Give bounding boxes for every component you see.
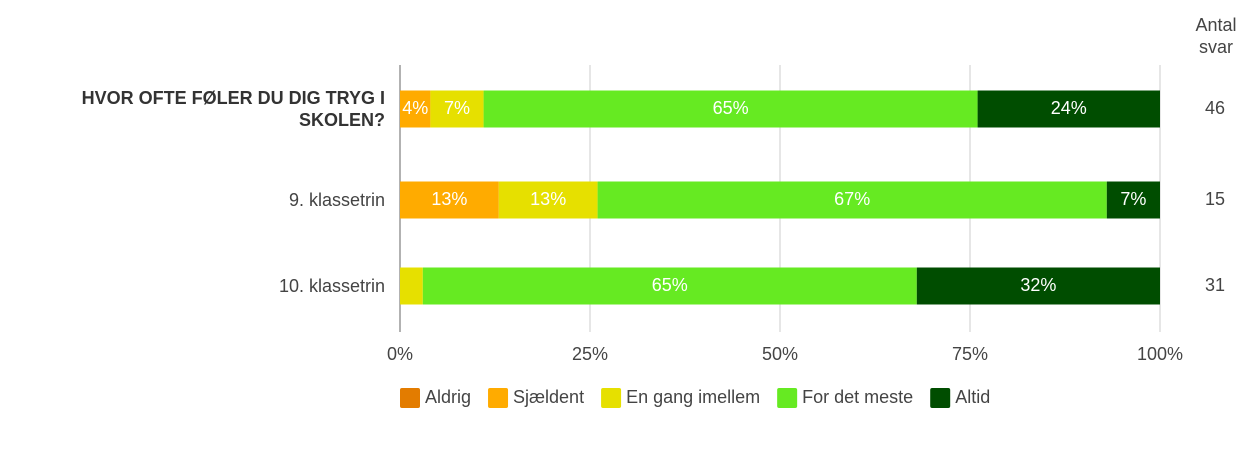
bar-segment: [977, 90, 1160, 128]
bar-segment: [1106, 181, 1160, 219]
legend-swatch: [777, 388, 798, 408]
legend-item: For det meste: [777, 387, 913, 408]
legend-label: Aldrig: [425, 387, 471, 407]
legend-label: En gang imellem: [626, 387, 760, 407]
bar-segment: [916, 267, 1160, 305]
legend-swatch: [930, 388, 951, 408]
category-label-box: 9. klassetrin: [288, 190, 385, 210]
category-label: 10. klassetrin: [278, 276, 385, 296]
legend-swatch: [400, 388, 420, 408]
category-label: HVOR OFTE FØLER DU DIG TRYG I SKOLEN?: [81, 88, 385, 130]
legend-item: Aldrig: [400, 387, 471, 408]
data-label: 65%: [652, 275, 688, 295]
x-tick-label: 75%: [952, 344, 988, 364]
data-label: 24%: [1051, 98, 1087, 118]
category-label-box: HVOR OFTE FØLER DU DIG TRYG I SKOLEN?: [81, 88, 385, 130]
bar-segment: [400, 181, 499, 219]
legend-label: Sjældent: [513, 387, 584, 407]
respondent-count: 15: [1205, 189, 1225, 209]
x-tick-label: 100%: [1137, 344, 1183, 364]
data-label: 65%: [713, 98, 749, 118]
bar-segment: [400, 267, 423, 305]
data-label: 13%: [431, 189, 467, 209]
x-tick-label: 0%: [387, 344, 413, 364]
respondents-title-box: Antal svar: [1195, 15, 1237, 57]
respondents-title: Antal svar: [1195, 15, 1237, 57]
data-label: 13%: [530, 189, 566, 209]
legend-item: Sjældent: [488, 387, 584, 408]
data-label: 4%: [402, 98, 428, 118]
legend-swatch: [601, 388, 622, 408]
legend-item: Altid: [930, 387, 990, 408]
bar-segment: [498, 181, 598, 219]
x-tick-label: 25%: [572, 344, 608, 364]
data-label: 7%: [444, 98, 470, 118]
category-label-box: 10. klassetrin: [278, 276, 385, 296]
bar-segment: [430, 90, 484, 128]
legend-item: En gang imellem: [601, 387, 760, 408]
respondent-count: 46: [1205, 98, 1225, 118]
category-label: 9. klassetrin: [288, 190, 385, 210]
bar-segment: [422, 267, 917, 305]
legend-label: For det meste: [802, 387, 913, 407]
bar-segment: [400, 90, 431, 128]
data-label: 32%: [1020, 275, 1056, 295]
data-label: 7%: [1120, 189, 1146, 209]
bar-segment: [597, 181, 1107, 219]
legend-label: Altid: [955, 387, 990, 407]
respondent-count: 31: [1205, 275, 1225, 295]
bar-segment: [483, 90, 978, 128]
legend-swatch: [488, 388, 509, 408]
data-label: 67%: [834, 189, 870, 209]
x-tick-label: 50%: [762, 344, 798, 364]
